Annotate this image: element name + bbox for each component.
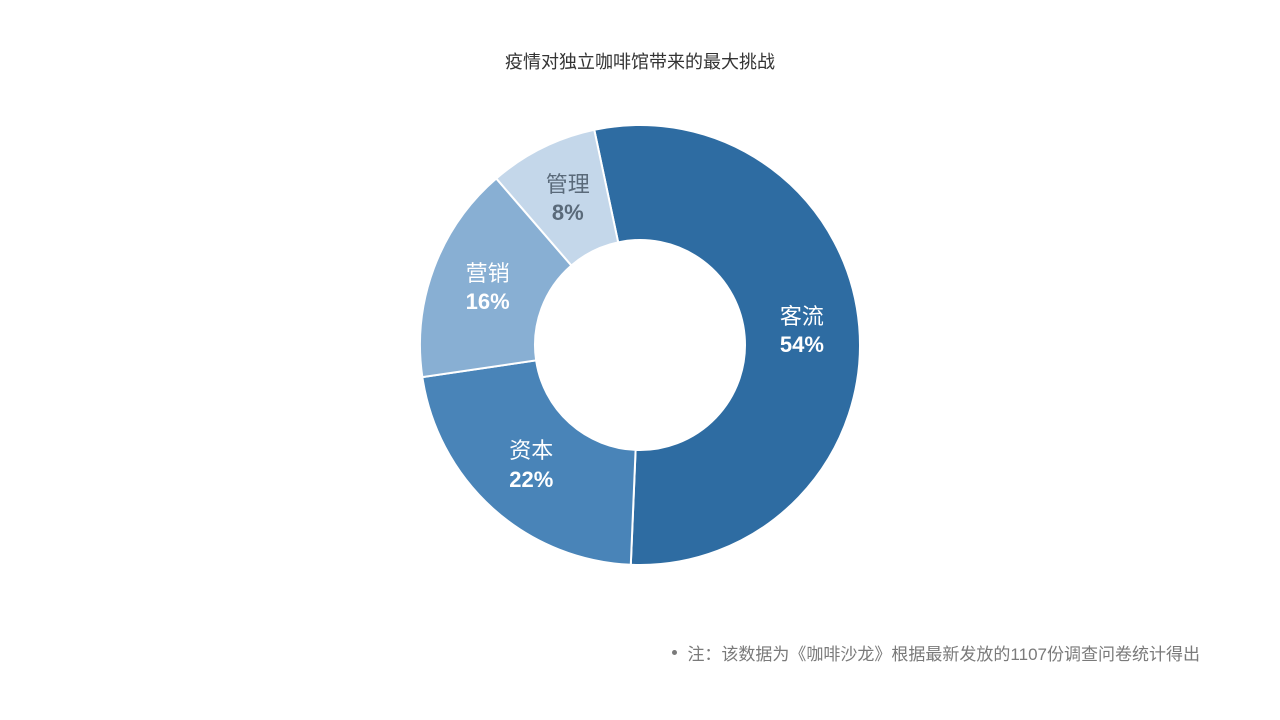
donut-slice — [422, 360, 635, 564]
donut-chart: 客流54%资本22%营销16%管理8% — [400, 105, 880, 585]
chart-footnote: 注：该数据为《咖啡沙龙》根据最新发放的1107份调查问卷统计得出 — [672, 640, 1200, 665]
chart-title: 疫情对独立咖啡馆带来的最大挑战 — [505, 48, 775, 74]
footnote-bullet — [672, 650, 677, 655]
footnote-text: 注：该数据为《咖啡沙龙》根据最新发放的1107份调查问卷统计得出 — [687, 640, 1200, 665]
